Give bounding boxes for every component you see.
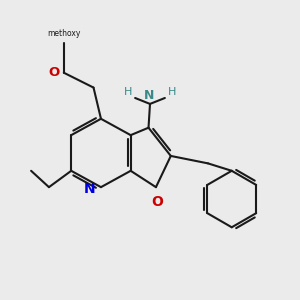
Text: methoxy: methoxy (47, 29, 80, 38)
Text: N: N (144, 89, 154, 102)
Text: N: N (84, 182, 96, 196)
Text: H: H (168, 86, 176, 97)
Text: O: O (152, 195, 164, 208)
Text: H: H (124, 86, 132, 97)
Text: O: O (48, 66, 59, 79)
